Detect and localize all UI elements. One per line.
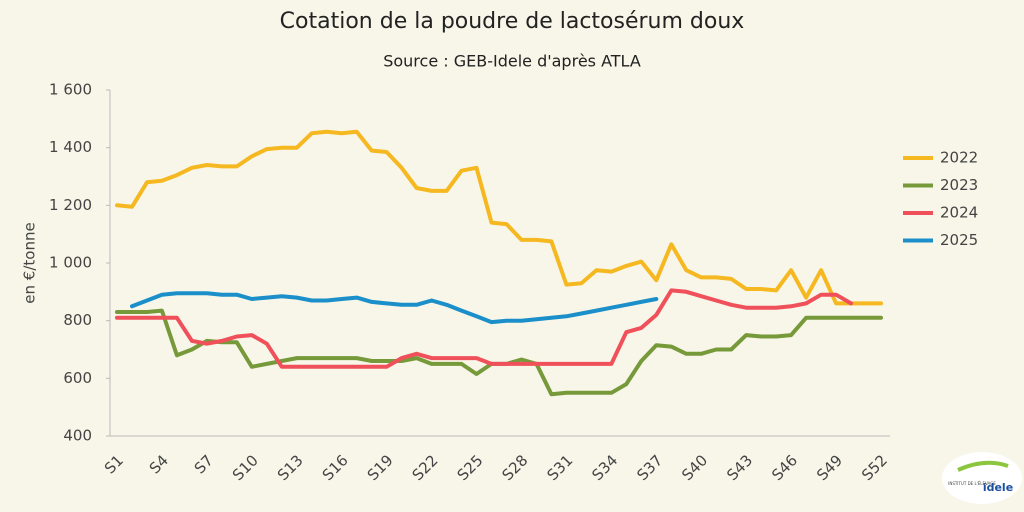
logo-text: INSTITUT DE L'ÉLEVAGE (948, 481, 996, 486)
x-tick-label: S13 (274, 451, 307, 484)
x-tick-label: S40 (678, 451, 711, 484)
x-tick-label: S46 (768, 451, 801, 484)
chart-subtitle: Source : GEB-Idele d'après ATLA (383, 52, 641, 71)
logo-brand: idele (983, 481, 1013, 494)
x-tick-label: S25 (454, 451, 487, 484)
x-tick-label: S10 (229, 451, 262, 484)
x-tick-label: S16 (319, 451, 352, 484)
x-tick-label: S1 (101, 451, 127, 477)
legend-label: 2023 (940, 176, 978, 194)
x-tick-label: S7 (191, 451, 217, 477)
y-tick-label: 1 000 (49, 254, 92, 272)
legend-label: 2024 (940, 204, 978, 222)
x-tick-label: S19 (364, 451, 397, 484)
x-tick-label: S4 (146, 451, 172, 477)
y-tick-label: 1 200 (49, 196, 92, 214)
legend-label: 2022 (940, 149, 978, 167)
x-tick-label: S31 (543, 451, 576, 484)
logo: INSTITUT DE L'ÉLEVAGE idele (942, 452, 1022, 504)
x-tick-label: S49 (813, 451, 846, 484)
legend-label: 2025 (940, 231, 978, 249)
y-tick-label: 1 400 (49, 138, 92, 156)
logo-swoosh (957, 460, 1009, 472)
y-tick-label: 400 (63, 427, 92, 445)
series-line (130, 291, 659, 325)
chart-title: Cotation de la poudre de lactosérum doux (280, 9, 745, 34)
x-tick-label: S22 (409, 451, 442, 484)
x-tick-label: S37 (633, 451, 666, 484)
y-tick-label: 800 (63, 311, 92, 329)
x-tick-label: S52 (858, 451, 891, 484)
y-axis-label: en €/tonne (21, 222, 39, 303)
y-tick-label: 600 (63, 369, 92, 387)
series-line (115, 129, 883, 306)
x-tick-label: S43 (723, 451, 756, 484)
series-line (115, 288, 853, 369)
y-tick-label: 1 600 (49, 81, 92, 99)
x-tick-label: S34 (588, 451, 621, 484)
x-tick-label: S28 (499, 451, 532, 484)
logo-bg (942, 452, 1022, 504)
